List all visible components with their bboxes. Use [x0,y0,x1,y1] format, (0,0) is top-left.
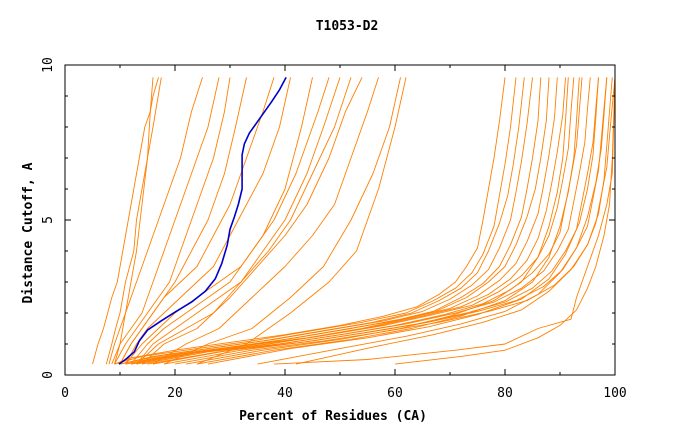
series-line-18 [114,77,506,365]
series-line-29 [152,77,599,365]
series-line-11 [130,77,330,365]
x-tick-label-60: 60 [387,386,403,401]
series-line-13 [136,77,352,365]
series-line-24 [130,77,558,365]
series-line-14 [141,77,363,365]
series-line-37 [273,77,616,365]
series-line-30 [163,77,608,365]
highlight-series-line [118,77,287,365]
series-line-8 [119,77,275,365]
series-line-20 [119,77,525,365]
y-axis-label: Distance Cutoff, A [21,162,36,303]
series-line-5 [111,77,220,365]
chart-title: T1053-D2 [316,19,379,34]
series-line-15 [152,77,379,365]
series-line-21 [119,77,533,365]
series-line-38 [394,77,616,365]
series-line-34 [207,77,599,365]
series-line-35 [257,77,608,365]
x-tick-label-20: 20 [167,386,183,401]
x-tick-label-100: 100 [603,386,626,401]
series-line-10 [125,77,313,365]
series-line-17 [196,77,407,365]
x-tick-label-40: 40 [277,386,293,401]
series-line-28 [147,77,591,365]
series-line-6 [114,77,231,365]
series-line-32 [185,77,569,365]
series-line-4 [114,77,203,365]
y-tick-label-10: 10 [41,57,56,73]
series-line-23 [125,77,550,365]
series-line-22 [125,77,542,365]
series-line-16 [163,77,401,365]
y-tick-label-0: 0 [41,371,56,379]
series-line-36 [295,77,613,365]
series-layer [92,77,616,365]
y-tick-label-5: 5 [41,216,56,224]
series-line-2 [105,77,162,365]
y-axis-ticks: 0 5 10 [41,57,615,379]
x-axis-ticks: 0 20 40 60 80 100 [61,65,627,401]
series-line-3 [108,77,154,365]
series-line-26 [136,77,575,365]
x-axis-label: Percent of Residues (CA) [239,409,427,424]
series-line-1 [92,77,159,365]
series-line-19 [114,77,517,365]
x-tick-label-80: 80 [497,386,513,401]
series-line-33 [196,77,580,365]
series-line-9 [125,77,291,365]
x-tick-label-0: 0 [61,386,69,401]
highlight-layer [118,77,287,365]
